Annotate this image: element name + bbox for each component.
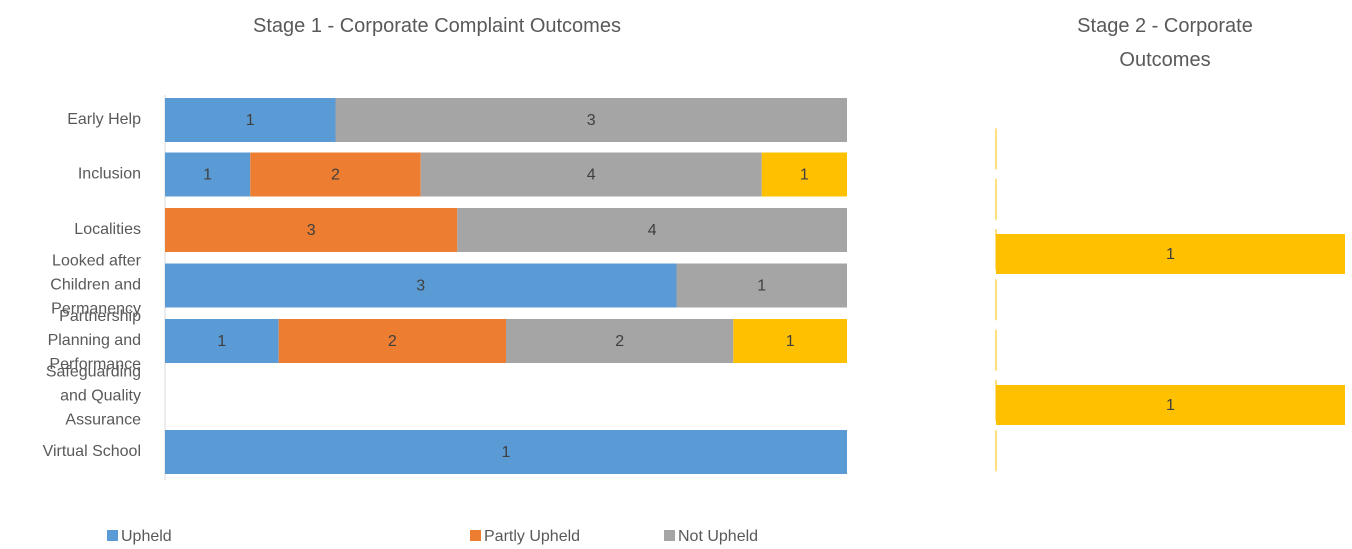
- data-label: 2: [615, 333, 624, 350]
- bar-segment: [996, 234, 1345, 274]
- data-label: 3: [587, 112, 596, 129]
- data-label: 2: [388, 333, 397, 350]
- bar-segment: [506, 319, 734, 363]
- bar-segment: [996, 385, 1345, 425]
- category-label: Partnership Planning and Performance: [48, 308, 142, 373]
- legend-swatch: [664, 530, 675, 541]
- bar-segment: [761, 152, 847, 197]
- bar-segment: [250, 152, 421, 197]
- category-label: Localities: [74, 221, 141, 238]
- data-label: 1: [1166, 246, 1175, 263]
- data-label: 1: [786, 333, 795, 350]
- category-label: Inclusion: [78, 166, 141, 183]
- data-label: 1: [502, 444, 511, 461]
- data-label: 3: [307, 222, 316, 239]
- data-label: 1: [1166, 397, 1175, 414]
- data-label: 1: [203, 167, 212, 184]
- bar-segment: [420, 152, 762, 197]
- data-label: 1: [757, 278, 766, 295]
- data-label: 1: [800, 167, 809, 184]
- bar-segment: [457, 208, 847, 252]
- bar-segment: [335, 98, 847, 142]
- legend-label: Not Upheld: [678, 528, 758, 545]
- category-label: Safeguarding and Quality Assurance: [46, 364, 141, 429]
- legend-swatch: [107, 530, 118, 541]
- data-label: 1: [246, 112, 255, 129]
- category-label: Looked after Children and Permanency: [50, 253, 141, 318]
- bar-segment: [165, 263, 677, 308]
- data-label: 4: [648, 222, 657, 239]
- chart-title: Stage 2 - Corporate Outcomes: [1077, 15, 1253, 71]
- data-label: 3: [416, 278, 425, 295]
- bar-segment: [165, 319, 279, 363]
- bar-segment: [165, 208, 458, 252]
- data-label: 4: [587, 167, 596, 184]
- bar-segment: [165, 152, 251, 197]
- bar-segment: [165, 98, 336, 142]
- bar-segment: [733, 319, 847, 363]
- bar-segment: [278, 319, 506, 363]
- category-label: Virtual School: [43, 443, 141, 460]
- chart-title: Stage 1 - Corporate Complaint Outcomes: [253, 15, 621, 37]
- data-label: 1: [217, 333, 226, 350]
- legend-label: Upheld: [121, 528, 172, 545]
- legend-swatch: [470, 530, 481, 541]
- category-label: Early Help: [67, 111, 141, 128]
- legend-label: Partly Upheld: [484, 528, 580, 545]
- bar-segment: [676, 263, 847, 308]
- bar-segment: [165, 430, 847, 474]
- data-label: 2: [331, 167, 340, 184]
